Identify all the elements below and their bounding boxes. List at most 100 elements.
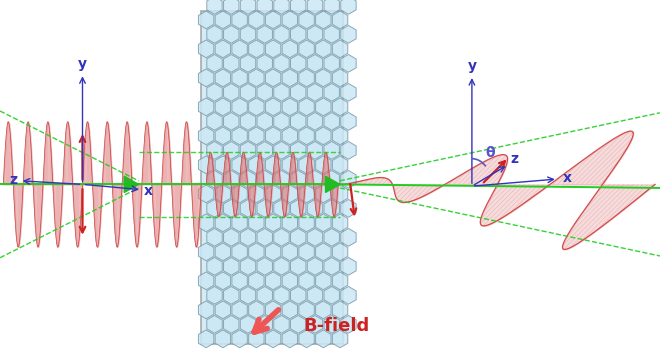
Polygon shape	[224, 315, 239, 333]
Polygon shape	[265, 243, 280, 261]
Polygon shape	[257, 141, 273, 159]
Polygon shape	[282, 214, 298, 232]
Polygon shape	[224, 257, 239, 275]
Polygon shape	[333, 185, 348, 203]
Polygon shape	[290, 257, 306, 275]
Polygon shape	[232, 330, 248, 348]
Polygon shape	[232, 156, 248, 174]
Polygon shape	[207, 228, 222, 246]
Polygon shape	[257, 257, 273, 275]
Polygon shape	[265, 330, 280, 348]
Polygon shape	[308, 315, 323, 333]
Polygon shape	[315, 301, 331, 319]
Polygon shape	[215, 98, 230, 116]
Polygon shape	[224, 112, 239, 130]
Polygon shape	[333, 11, 348, 29]
Polygon shape	[299, 127, 314, 145]
Polygon shape	[324, 170, 339, 188]
Polygon shape	[341, 199, 356, 217]
Polygon shape	[265, 69, 280, 87]
Polygon shape	[341, 141, 356, 159]
Polygon shape	[341, 286, 356, 304]
Polygon shape	[282, 98, 298, 116]
Polygon shape	[265, 127, 280, 145]
Polygon shape	[249, 214, 264, 232]
Polygon shape	[207, 0, 222, 14]
Polygon shape	[215, 156, 230, 174]
Polygon shape	[224, 83, 239, 101]
Polygon shape	[315, 214, 331, 232]
Polygon shape	[249, 301, 264, 319]
Polygon shape	[249, 127, 264, 145]
Polygon shape	[299, 185, 314, 203]
Polygon shape	[299, 156, 314, 174]
Polygon shape	[232, 243, 248, 261]
Text: y: y	[467, 59, 477, 73]
Polygon shape	[274, 54, 289, 72]
Polygon shape	[215, 214, 230, 232]
Polygon shape	[224, 228, 239, 246]
Polygon shape	[249, 156, 264, 174]
Polygon shape	[282, 330, 298, 348]
Polygon shape	[290, 228, 306, 246]
Polygon shape	[308, 0, 323, 14]
Polygon shape	[282, 127, 298, 145]
Polygon shape	[341, 25, 356, 43]
Polygon shape	[199, 185, 214, 203]
Polygon shape	[315, 156, 331, 174]
Polygon shape	[308, 228, 323, 246]
Polygon shape	[207, 170, 222, 188]
Polygon shape	[274, 228, 289, 246]
Polygon shape	[282, 272, 298, 290]
Polygon shape	[333, 127, 348, 145]
Polygon shape	[240, 257, 255, 275]
Polygon shape	[124, 176, 139, 193]
Polygon shape	[224, 141, 239, 159]
Polygon shape	[282, 156, 298, 174]
Polygon shape	[257, 315, 273, 333]
Polygon shape	[199, 301, 214, 319]
Polygon shape	[257, 25, 273, 43]
Polygon shape	[341, 315, 356, 333]
Bar	[201, 11, 343, 344]
Polygon shape	[249, 69, 264, 87]
Polygon shape	[249, 40, 264, 58]
Polygon shape	[265, 185, 280, 203]
Polygon shape	[324, 228, 339, 246]
Polygon shape	[232, 301, 248, 319]
Polygon shape	[232, 98, 248, 116]
Polygon shape	[249, 330, 264, 348]
Polygon shape	[265, 11, 280, 29]
Polygon shape	[215, 301, 230, 319]
Polygon shape	[232, 11, 248, 29]
Polygon shape	[290, 199, 306, 217]
Polygon shape	[324, 54, 339, 72]
Text: x: x	[144, 184, 153, 198]
Polygon shape	[308, 257, 323, 275]
Polygon shape	[308, 199, 323, 217]
Polygon shape	[265, 301, 280, 319]
Polygon shape	[315, 11, 331, 29]
Polygon shape	[257, 0, 273, 14]
Polygon shape	[240, 315, 255, 333]
Polygon shape	[324, 25, 339, 43]
Polygon shape	[308, 25, 323, 43]
Polygon shape	[240, 228, 255, 246]
Polygon shape	[199, 243, 214, 261]
Polygon shape	[333, 98, 348, 116]
Polygon shape	[215, 127, 230, 145]
Polygon shape	[265, 98, 280, 116]
Polygon shape	[324, 141, 339, 159]
Polygon shape	[299, 272, 314, 290]
Polygon shape	[240, 170, 255, 188]
Polygon shape	[341, 228, 356, 246]
Polygon shape	[199, 11, 214, 29]
Polygon shape	[282, 301, 298, 319]
Polygon shape	[315, 127, 331, 145]
Polygon shape	[257, 112, 273, 130]
Polygon shape	[224, 170, 239, 188]
Polygon shape	[240, 199, 255, 217]
Polygon shape	[282, 40, 298, 58]
Polygon shape	[232, 69, 248, 87]
Polygon shape	[232, 127, 248, 145]
